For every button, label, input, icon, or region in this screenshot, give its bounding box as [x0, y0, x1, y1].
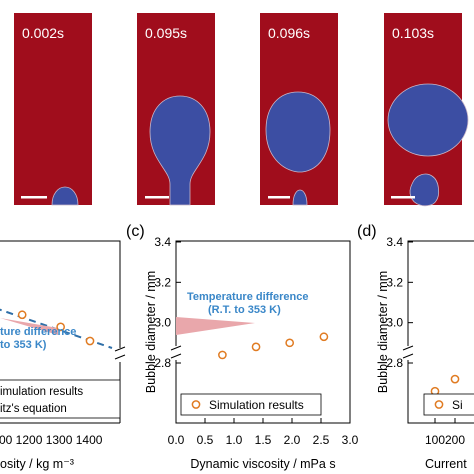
panel-c-legend-marker: [191, 400, 201, 409]
panel-d-break-mask: [404, 346, 413, 360]
panel-d-x-tick-label: 100: [425, 433, 445, 447]
snapshot-4-bubble: [387, 83, 469, 157]
panel-d-x-label: Current: [425, 457, 467, 471]
panel-d-label: (d): [357, 223, 377, 240]
panel-d-y-ticks: 2.8 3.0 3.2 3.4: [386, 235, 413, 370]
panel-d-y-tick-label: 2.8: [386, 356, 403, 370]
snapshot-3-time: 0.096s: [268, 25, 310, 41]
panel-d-legend-marker: [434, 400, 444, 409]
panel-d-x-tick-label: 200: [445, 433, 465, 447]
panel-b-x-ticks: 00 1200 1300 1400: [0, 433, 103, 447]
panel-c-legend-label: Simulation results: [209, 398, 304, 412]
panel-c-y-tick-label: 2.8: [154, 356, 171, 370]
panel-c-annotation-2: (R.T. to 353 K): [208, 304, 281, 316]
panel-c-y-ticks: 2.8 3.0 3.2 3.4: [154, 235, 181, 370]
snapshot-2-bubble: [149, 95, 211, 206]
panel-d-frame: [407, 240, 474, 424]
panel-c-x-tick-label: 2.0: [284, 433, 301, 447]
panel-d-points: [430, 374, 460, 396]
panel-c-x-label: Dynamic viscosity / mPa s: [190, 457, 335, 471]
panel-c-y-label: Bubble diameter / mm: [144, 271, 158, 393]
snapshot-4-scale-bar: [391, 196, 415, 199]
panel-c: (c) 2.8 3.0 3.2 3.4 0.0 0.5 1.0 1.5 2.0 2.5 3.0 T…: [126, 223, 359, 471]
snapshot-1-scale-bar: [21, 196, 47, 199]
panel-c-data-point: [218, 350, 227, 360]
panel-c-x-tick-label: 1.0: [226, 433, 243, 447]
panel-c-data-point: [319, 332, 329, 342]
snapshot-2-time: 0.095s: [145, 25, 187, 41]
snapshot-3-scale-bar: [268, 196, 290, 199]
panel-c-points: [218, 332, 329, 360]
panel-d-y-tick-label: 3.2: [386, 275, 403, 289]
panel-c-y-tick-label: 3.0: [154, 316, 171, 330]
panel-b-points: [17, 310, 95, 346]
snapshot-3-new-bubble: [292, 189, 308, 206]
panel-c-break-mask: [172, 346, 181, 360]
panel-d-axis-break: [402, 345, 414, 359]
snapshot-4-time: 0.103s: [392, 25, 434, 41]
panel-b-annotation-1: ture difference: [0, 326, 76, 338]
snapshot-1: 0.002s: [14, 13, 92, 206]
snapshot-3-bubble: [265, 91, 331, 173]
panel-b-data-point: [17, 310, 27, 320]
panel-b: ture difference to 353 K) imulation resu…: [0, 240, 126, 471]
panel-d-legend: [423, 393, 474, 416]
panel-c-y-tick-label: 3.4: [154, 235, 171, 249]
panel-b-axis-break: [114, 346, 126, 360]
panel-b-x-label: osity / kg m⁻³: [0, 457, 74, 471]
panel-c-x-tick-label: 3.0: [342, 433, 359, 447]
snapshot-2: 0.095s: [137, 13, 215, 206]
panel-c-legend: [180, 393, 322, 416]
panel-c-annotation-1: Temperature difference: [187, 291, 308, 303]
panel-c-axis-break: [170, 345, 182, 359]
panel-d: (d) 2.8 3.0 3.2 3.4 100 200 Si Bubble diamet…: [357, 223, 474, 471]
panel-c-gradient-arrow: [176, 317, 255, 335]
panel-b-legend-sim: imulation results: [0, 386, 83, 398]
panel-c-x-tick-label: 0.5: [197, 433, 214, 447]
snapshot-1-fluid: [14, 13, 92, 205]
snapshot-4: 0.103s: [384, 13, 469, 207]
panel-b-data-point: [85, 336, 95, 346]
panel-d-y-tick-label: 3.0: [386, 316, 403, 330]
panel-c-y-tick-label: 3.2: [154, 275, 171, 289]
panel-c-x-tick-label: 1.5: [255, 433, 272, 447]
snapshot-3: 0.096s: [260, 13, 338, 206]
panel-d-y-tick-label: 3.4: [386, 235, 403, 249]
snapshot-2-scale-bar: [145, 196, 169, 199]
panel-b-legend-fritz: itz's equation: [0, 403, 67, 415]
panel-c-x-tick-label: 0.0: [168, 433, 185, 447]
panel-d-legend-label: Si: [452, 398, 463, 412]
panel-b-annotation-2: to 353 K): [0, 339, 47, 351]
panel-b-gradient-arrow: [0, 318, 58, 335]
snapshot-1-time: 0.002s: [22, 25, 64, 41]
panel-c-x-ticks: 0.0 0.5 1.0 1.5 2.0 2.5 3.0: [168, 418, 359, 447]
panel-d-y-label: Bubble diameter / mm: [376, 271, 390, 393]
panel-d-data-point: [450, 374, 460, 384]
panel-d-x-ticks: 100 200: [425, 418, 465, 447]
panel-b-data-point: [56, 322, 65, 332]
panel-b-legend: [0, 379, 121, 419]
panel-c-data-point: [285, 338, 295, 348]
snapshot-1-bubble: [51, 186, 79, 206]
snapshot-4-new-bubble: [409, 173, 440, 207]
panel-c-label: (c): [126, 223, 145, 240]
panel-c-data-point: [251, 342, 261, 352]
panel-c-x-tick-label: 2.5: [313, 433, 330, 447]
panel-b-frame-top: [0, 240, 121, 348]
